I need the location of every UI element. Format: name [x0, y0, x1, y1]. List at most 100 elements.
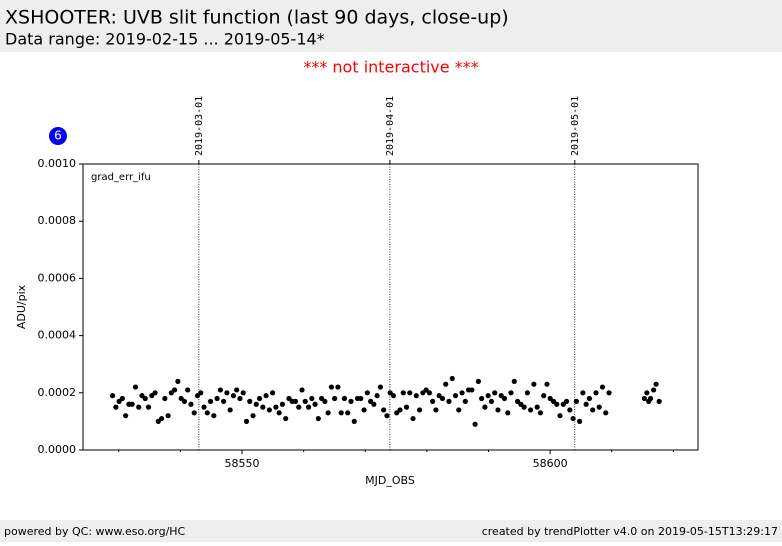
data-point: [656, 398, 662, 404]
data-point: [479, 395, 485, 402]
data-point: [351, 418, 357, 424]
data-point: [237, 395, 243, 402]
data-point: [573, 398, 579, 404]
data-point: [430, 398, 436, 404]
data-point: [283, 415, 289, 422]
data-point: [263, 393, 269, 399]
data-point: [191, 410, 197, 416]
data-point: [328, 384, 335, 390]
date-marker-label: 2019-03-01: [194, 96, 205, 156]
data-point: [651, 387, 657, 393]
data-point: [214, 395, 220, 402]
footer-right: created by trendPlotter v4.0 on 2019-05-…: [482, 525, 778, 538]
data-point: [136, 404, 142, 410]
data-point: [541, 393, 547, 399]
data-point: [403, 404, 410, 410]
data-point: [544, 381, 550, 387]
data-point: [234, 387, 240, 393]
data-point: [413, 393, 419, 399]
data-point: [644, 390, 650, 396]
data-point: [227, 407, 233, 413]
notice: *** not interactive ***: [303, 58, 478, 77]
data-point: [270, 390, 276, 396]
footer-left: powered by QC: www.eso.org/HC: [4, 525, 186, 538]
x-axis-label: MJD_OBS: [365, 474, 415, 487]
data-point: [433, 407, 439, 413]
y-tick-label: 0.0004: [38, 329, 77, 342]
y-tick-label: 0.0002: [38, 386, 77, 399]
data-point: [335, 384, 341, 390]
data-point: [113, 404, 119, 410]
data-point: [266, 407, 272, 413]
data-point: [641, 395, 647, 402]
data-point: [345, 410, 351, 416]
data-point: [577, 418, 583, 424]
data-point: [485, 393, 491, 399]
data-point: [348, 398, 354, 404]
data-point: [332, 395, 338, 402]
data-point: [603, 410, 609, 416]
data-point: [250, 413, 256, 419]
data-point: [410, 415, 416, 422]
data-point: [109, 393, 116, 399]
data-point: [511, 378, 517, 384]
data-point: [537, 410, 544, 416]
data-point: [309, 395, 315, 402]
data-point: [590, 407, 596, 413]
data-point: [361, 407, 367, 413]
y-axis-label: ADU/pix: [15, 284, 28, 329]
y-tick-label: 0.0000: [38, 443, 77, 456]
badge-number: 6: [54, 129, 62, 143]
data-point: [374, 393, 380, 399]
series-label: grad_err_ifu: [91, 172, 151, 183]
data-point: [452, 393, 459, 399]
data-point: [145, 404, 152, 410]
data-point: [296, 404, 302, 410]
data-point: [299, 387, 305, 393]
data-point: [211, 413, 217, 419]
data-point: [341, 395, 348, 402]
data-point: [273, 404, 279, 410]
data-point: [185, 387, 191, 393]
data-point: [531, 381, 537, 387]
data-point: [647, 395, 654, 402]
data-point: [570, 415, 576, 422]
data-point: [371, 401, 377, 407]
data-point: [221, 398, 227, 404]
data-point: [390, 393, 397, 399]
data-point: [217, 387, 223, 393]
data-point: [312, 401, 318, 407]
data-point: [204, 410, 210, 416]
x-tick-label: 58600: [533, 457, 568, 470]
data-point: [181, 398, 188, 404]
y-tick-label: 0.0010: [38, 157, 77, 170]
data-point: [439, 395, 446, 402]
plot-frame: [82, 163, 699, 451]
data-point: [599, 384, 606, 390]
data-point: [188, 401, 194, 407]
data-point: [247, 398, 253, 404]
data-point: [129, 401, 135, 407]
data-point: [407, 390, 413, 396]
data-point: [528, 407, 534, 413]
data-point: [132, 384, 139, 390]
data-point: [508, 390, 514, 396]
data-point: [276, 410, 282, 416]
header-band: [0, 0, 782, 52]
data-point: [377, 384, 383, 390]
data-point: [279, 401, 286, 407]
x-tick-label: 58550: [224, 457, 259, 470]
data-point: [488, 398, 495, 404]
data-point: [495, 407, 501, 413]
data-point: [358, 395, 364, 402]
data-point: [446, 398, 452, 404]
data-point: [563, 398, 570, 404]
data-point: [593, 390, 599, 396]
page-subtitle: Data range: 2019-02-15 ... 2019-05-14*: [5, 30, 325, 49]
data-point: [243, 418, 250, 424]
data-point: [653, 381, 659, 387]
data-point: [175, 378, 181, 384]
data-point: [302, 398, 308, 404]
badge-circle: [49, 127, 67, 145]
data-point: [165, 413, 171, 419]
